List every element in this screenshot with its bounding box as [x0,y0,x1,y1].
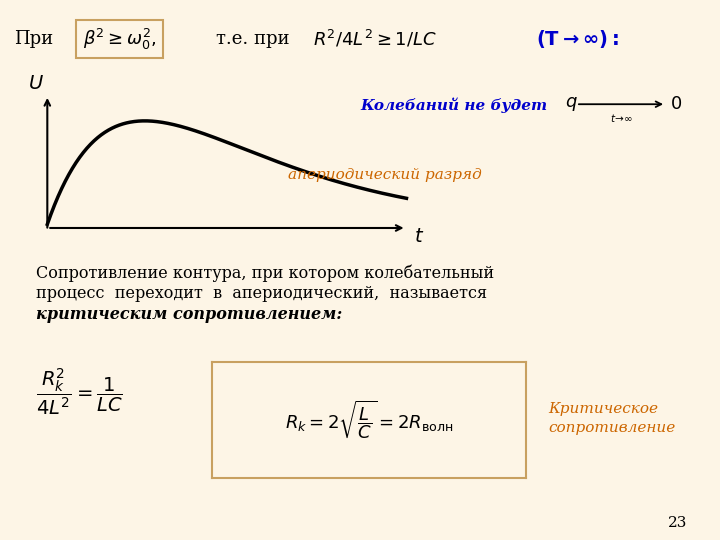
Text: т.е. при: т.е. при [216,30,289,48]
Text: $t$: $t$ [414,227,424,246]
Text: Колебаний не будет: Колебаний не будет [360,98,547,113]
Text: $R_k = 2\sqrt{\dfrac{L}{C}} = 2R_{\rm волн}$: $R_k = 2\sqrt{\dfrac{L}{C}} = 2R_{\rm во… [285,399,453,441]
Text: апериодический разряд: апериодический разряд [288,168,482,183]
Text: 23: 23 [668,516,688,530]
Text: $R^2 / 4L^2 \geq 1/ LC$: $R^2 / 4L^2 \geq 1/ LC$ [313,29,437,50]
Text: $0$: $0$ [670,95,682,113]
Text: $t\!\to\!\infty$: $t\!\to\!\infty$ [610,112,633,124]
Text: критическим сопротивлением:: критическим сопротивлением: [36,306,342,322]
Text: При: При [14,30,53,48]
Text: $U$: $U$ [28,75,44,92]
Text: Критическое
сопротивление: Критическое сопротивление [549,402,676,435]
Text: $\mathbf{(T \to \infty):}$: $\mathbf{(T \to \infty):}$ [536,28,619,50]
Text: $q$: $q$ [565,95,578,113]
Text: $\beta^2 \geq \omega_0^2,$: $\beta^2 \geq \omega_0^2,$ [83,26,157,52]
Text: процесс  переходит  в  апериодический,  называется: процесс переходит в апериодический, назы… [36,285,487,302]
Text: $\dfrac{R_k^2}{4L^2} = \dfrac{1}{LC}$: $\dfrac{R_k^2}{4L^2} = \dfrac{1}{LC}$ [36,366,122,417]
Text: Сопротивление контура, при котором колебательный: Сопротивление контура, при котором колеб… [36,265,494,282]
